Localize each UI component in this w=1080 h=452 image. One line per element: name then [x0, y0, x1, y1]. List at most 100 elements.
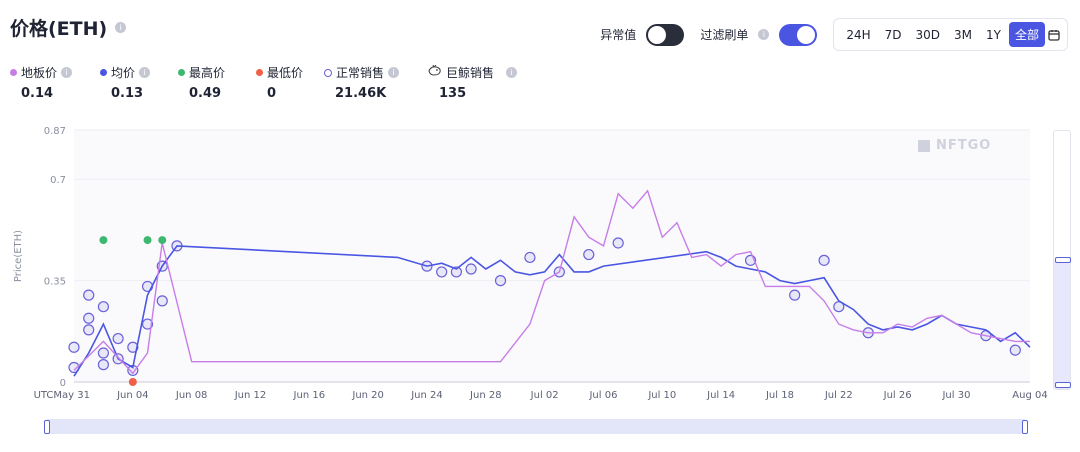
sale-point — [524, 251, 536, 264]
toggle-knob — [797, 25, 816, 44]
vertical-zoom-handle-bottom[interactable] — [1055, 382, 1071, 388]
sale-point — [127, 341, 139, 353]
plot-area — [74, 130, 1030, 382]
sale-point — [465, 263, 477, 275]
vertical-zoom-handle-top[interactable] — [1055, 257, 1071, 263]
x-tick-label: Jun 12 — [234, 390, 267, 401]
normal-sales-legend-ring — [324, 68, 332, 77]
y-tick-label: 0 — [60, 378, 66, 389]
stat-value: 0.49 — [189, 86, 222, 101]
sale-point — [156, 295, 168, 307]
stat-normal-sales: 正常销售 i 21.46K — [324, 64, 428, 101]
sale-point — [97, 359, 110, 371]
horizontal-zoom-slider[interactable] — [44, 419, 1028, 434]
sale-point — [494, 275, 507, 287]
stat-value: 0.14 — [21, 86, 54, 101]
min-legend-dot — [256, 69, 263, 76]
stat-value: 21.46K — [335, 86, 387, 101]
info-icon[interactable]: i — [61, 67, 73, 78]
stat-max: 最高价 0.49 — [178, 64, 256, 101]
x-tick-label: Jun 24 — [410, 390, 443, 401]
floor-price-line — [73, 189, 1030, 375]
x-tick-label: Jun 16 — [293, 390, 326, 401]
stat-label: 正常销售 — [336, 66, 385, 80]
stat-min: 最低价 0 — [256, 64, 324, 101]
max-price-point — [143, 236, 152, 245]
calendar-icon[interactable] — [1047, 28, 1061, 42]
stat-value: 135 — [439, 86, 467, 101]
range-all[interactable]: 全部 — [1008, 22, 1045, 47]
x-tick-label: Jul 02 — [530, 390, 559, 401]
avg-legend-dot — [100, 69, 107, 76]
range-30d[interactable]: 30D — [915, 27, 941, 42]
x-tick-label: Jun 08 — [175, 390, 208, 401]
horizontal-zoom-handle-right[interactable] — [1022, 420, 1028, 434]
sale-point — [83, 312, 95, 324]
x-tick-label: Jun 04 — [116, 390, 149, 401]
toggle-knob — [648, 25, 667, 44]
sale-point — [97, 301, 110, 313]
x-tick-label: UTCMay 31 — [34, 390, 90, 401]
sale-point — [68, 341, 80, 353]
floor-legend-dot — [10, 69, 17, 76]
filter-label: 过滤刷单 — [700, 28, 749, 42]
x-tick-label: Jul 14 — [706, 390, 735, 401]
info-icon[interactable]: i — [115, 22, 127, 33]
x-tick-label: Jul 06 — [588, 390, 617, 401]
min-price-point — [128, 378, 137, 386]
range-7d[interactable]: 7D — [884, 27, 902, 42]
x-tick-label: Jul 22 — [824, 390, 853, 401]
stat-label: 均价 — [111, 66, 136, 80]
sale-point — [789, 289, 801, 301]
info-icon[interactable]: i — [388, 67, 400, 78]
max-price-point — [99, 236, 108, 245]
y-tick-label: 0.35 — [44, 277, 66, 288]
range-24h[interactable]: 24H — [846, 27, 871, 42]
stat-label: 地板价 — [21, 66, 58, 80]
nftgo-logo-icon — [918, 139, 930, 152]
chart-header: 价格(ETH) i — [10, 14, 127, 41]
stat-avg: 均价 i 0.13 — [100, 64, 178, 101]
y-tick-label: 0.87 — [44, 126, 66, 137]
sale-point — [83, 289, 95, 301]
x-tick-label: Jul 10 — [647, 390, 676, 401]
stat-label: 最低价 — [267, 66, 304, 80]
range-1y[interactable]: 1Y — [986, 27, 1001, 42]
filter-toggle[interactable] — [779, 23, 818, 46]
x-tick-label: Aug 04 — [1012, 390, 1047, 401]
x-tick-label: Jul 26 — [883, 390, 912, 401]
range-3m[interactable]: 3M — [954, 27, 973, 42]
filter-info-icon[interactable]: i — [758, 29, 770, 40]
stat-floor: 地板价 i 0.14 — [10, 64, 100, 101]
horizontal-zoom-handle-left[interactable] — [44, 420, 50, 434]
x-tick-label: Jun 28 — [469, 390, 502, 401]
abnormal-toggle[interactable] — [646, 23, 685, 46]
sale-point — [450, 266, 462, 278]
stats-row: 地板价 i 0.14 均价 i 0.13 最高价 0.49 最低价 0 正常销售 i … — [10, 64, 538, 101]
whale-icon — [428, 64, 442, 80]
stat-value: 0 — [267, 86, 277, 101]
sale-point — [97, 347, 110, 359]
abnormal-label: 异常值 — [600, 28, 637, 42]
sale-point — [583, 248, 595, 261]
watermark-text: NFTGO — [936, 138, 992, 153]
info-icon[interactable]: i — [139, 67, 151, 78]
stat-whale-sales: 巨鲸销售 i 135 — [428, 64, 538, 101]
sale-point — [612, 237, 624, 249]
time-range-selector: 24H 7D 30D 3M 1Y 全部 — [833, 18, 1068, 51]
vertical-zoom-range[interactable] — [1054, 260, 1070, 389]
x-tick-label: Jul 30 — [941, 390, 970, 401]
x-tick-label: Jul 18 — [765, 390, 794, 401]
vertical-zoom-slider[interactable] — [1053, 130, 1071, 390]
sale-point — [141, 318, 154, 330]
max-price-point — [158, 236, 167, 245]
max-legend-dot — [178, 69, 185, 76]
stat-label: 最高价 — [189, 66, 226, 80]
info-icon[interactable]: i — [506, 67, 518, 78]
page-title: 价格(ETH) — [10, 18, 108, 40]
stat-value: 0.13 — [111, 86, 144, 101]
y-tick-label: 0.7 — [50, 175, 66, 186]
sale-point — [112, 332, 124, 345]
y-axis-label: Price(ETH) — [13, 230, 24, 282]
